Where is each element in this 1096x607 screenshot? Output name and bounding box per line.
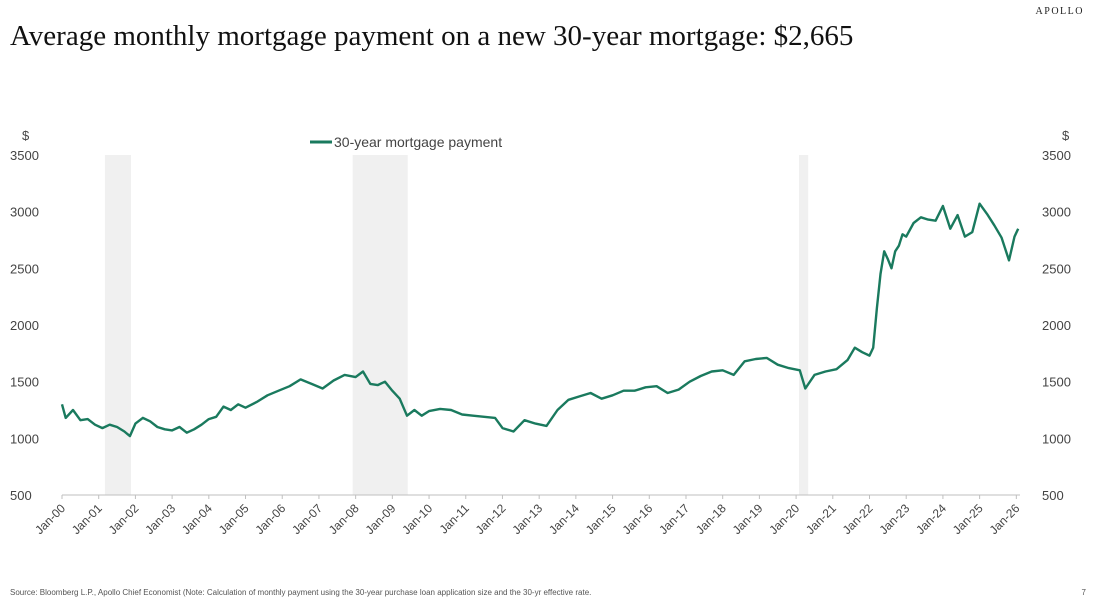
x-tick-label: Jan-16 [620,501,656,537]
x-tick-label: Jan-14 [546,501,582,537]
y-tick-label-right: 1000 [1042,431,1071,446]
y-tick-label-right: 1500 [1042,375,1071,390]
x-tick-label: Jan-12 [473,501,509,537]
y-tick-label-left: 3500 [10,148,39,163]
page-number: 7 [1081,588,1086,597]
x-tick-label: Jan-01 [69,501,105,537]
x-tick-label: Jan-21 [803,501,839,537]
x-tick-label: Jan-17 [656,501,692,537]
source-note: Source: Bloomberg L.P., Apollo Chief Eco… [10,588,592,597]
y-tick-label-left: 500 [10,488,32,503]
x-tick-label: Jan-20 [766,501,802,537]
y-tick-label-left: 1000 [10,431,39,446]
x-tick-label: Jan-19 [730,501,766,537]
x-tick-label: Jan-08 [326,501,362,537]
x-tick-label: Jan-09 [363,501,399,537]
x-tick-label: Jan-22 [840,501,876,537]
y-axis-right-unit: $ [1062,128,1070,143]
x-tick-label: Jan-05 [216,501,252,537]
x-tick-label: Jan-13 [509,501,545,537]
y-tick-label-right: 3000 [1042,205,1071,220]
y-tick-label-right: 2500 [1042,261,1071,276]
y-tick-label-left: 2500 [10,261,39,276]
legend-label: 30-year mortgage payment [334,134,502,150]
x-tick-label: Jan-10 [399,501,435,537]
x-axis-ticks: Jan-00 Jan-01 Jan-02 Jan-03 Jan-04 Jan-05 Jan-… [32,495,1023,537]
x-tick-label: Jan-00 [32,501,68,537]
recession-shading-group [104,155,809,495]
y-tick-label-right: 3500 [1042,148,1071,163]
y-tick-label-left: 2000 [10,318,39,333]
x-tick-label: Jan-24 [913,501,949,537]
chart-title: Average monthly mortgage payment on a ne… [10,20,854,52]
x-tick-label: Jan-07 [289,501,325,537]
x-tick-label: Jan-25 [950,501,986,537]
x-tick-label: Jan-04 [179,501,215,537]
x-tick-label: Jan-23 [876,501,912,537]
y-tick-label-left: 1500 [10,375,39,390]
y-tick-label-left: 3000 [10,205,39,220]
y-tick-label-right: 2000 [1042,318,1071,333]
series-line-mortgage-payment [60,202,1020,438]
recession-band [352,155,408,495]
x-tick-label: Jan-02 [106,501,142,537]
x-tick-label: Jan-26 [987,501,1023,537]
x-tick-label: Jan-03 [142,501,178,537]
brand-logo-text: APOLLO [1035,6,1084,17]
x-tick-label: Jan-18 [693,501,729,537]
legend: 30-year mortgage payment [310,134,502,150]
x-tick-label: Jan-15 [583,501,619,537]
y-axis-right-labels: 500 1000 1500 2000 2500 3000 3500 [1042,148,1071,503]
x-tick-label: Jan-06 [252,501,288,537]
y-axis-left-unit: $ [22,128,30,143]
recession-band [104,155,132,495]
x-tick-label: Jan-11 [437,501,472,536]
recession-band [799,155,809,495]
y-axis-left-labels: 500 1000 1500 2000 2500 3000 3500 [10,148,39,503]
y-tick-label-right: 500 [1042,488,1064,503]
